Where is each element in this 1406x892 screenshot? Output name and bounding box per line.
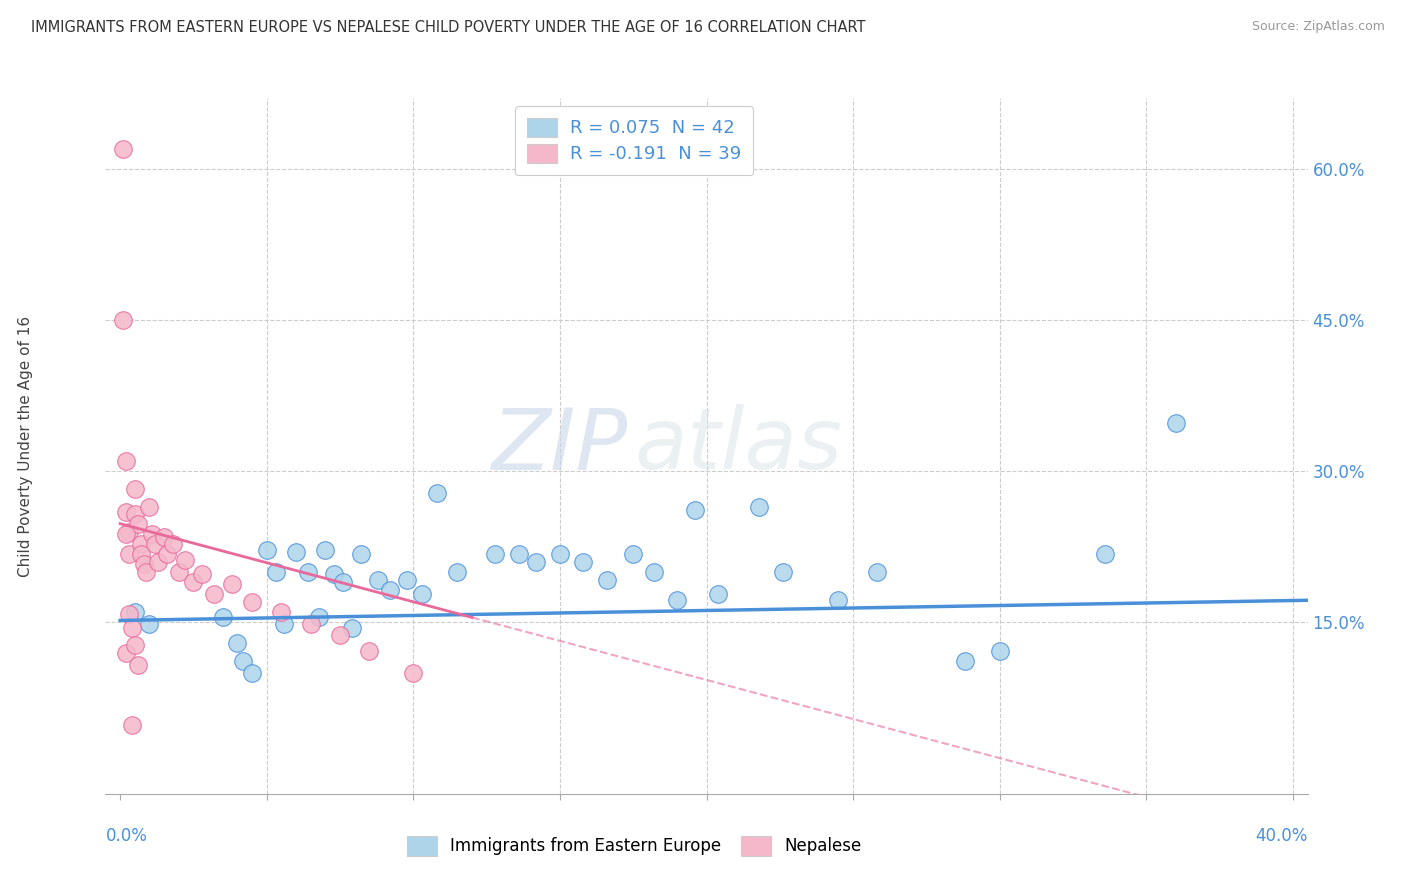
Point <box>484 547 506 561</box>
Point <box>273 617 295 632</box>
Point <box>378 583 401 598</box>
Point <box>827 593 849 607</box>
Point <box>135 565 157 579</box>
Point <box>129 537 152 551</box>
Point <box>173 553 195 567</box>
Point <box>621 547 644 561</box>
Point <box>264 565 287 579</box>
Text: IMMIGRANTS FROM EASTERN EUROPE VS NEPALESE CHILD POVERTY UNDER THE AGE OF 16 COR: IMMIGRANTS FROM EASTERN EUROPE VS NEPALE… <box>31 20 866 35</box>
Point <box>396 573 419 587</box>
Point <box>340 620 363 634</box>
Text: 40.0%: 40.0% <box>1256 827 1308 845</box>
Point <box>270 606 292 620</box>
Point <box>299 617 322 632</box>
Point <box>118 524 141 539</box>
Point <box>112 313 135 327</box>
Text: atlas: atlas <box>634 404 842 488</box>
Point <box>162 537 184 551</box>
Point <box>426 486 449 500</box>
Point <box>508 547 530 561</box>
Text: Child Poverty Under the Age of 16: Child Poverty Under the Age of 16 <box>18 316 32 576</box>
Point <box>115 526 138 541</box>
Point <box>256 542 278 557</box>
Point <box>167 565 190 579</box>
Point <box>153 530 176 544</box>
Point <box>359 643 381 657</box>
Point <box>129 547 152 561</box>
Point <box>143 537 166 551</box>
Point <box>572 555 595 569</box>
Point <box>112 142 135 156</box>
Point <box>132 557 155 571</box>
Point <box>411 587 433 601</box>
Point <box>115 646 138 660</box>
Point <box>683 502 706 516</box>
Point <box>329 627 352 641</box>
Point <box>446 565 468 579</box>
Point <box>988 643 1011 657</box>
Point <box>772 565 794 579</box>
Point <box>240 595 263 609</box>
Point <box>1164 416 1187 430</box>
Point <box>211 610 233 624</box>
Point <box>240 665 263 680</box>
Point <box>148 555 170 569</box>
Point <box>127 516 149 531</box>
Point <box>285 545 308 559</box>
Point <box>314 542 336 557</box>
Point <box>138 617 160 632</box>
Point <box>232 654 254 668</box>
Point <box>156 547 179 561</box>
Point <box>124 507 146 521</box>
Point <box>115 454 138 468</box>
Point <box>226 635 249 649</box>
Point <box>707 587 730 601</box>
Point <box>127 657 149 672</box>
Point <box>596 573 619 587</box>
Point <box>666 593 689 607</box>
Point <box>643 565 665 579</box>
Point <box>297 565 319 579</box>
Point <box>323 567 346 582</box>
Point <box>124 483 146 497</box>
Point <box>221 577 243 591</box>
Point <box>526 555 548 569</box>
Point <box>1094 547 1116 561</box>
Point <box>124 606 146 620</box>
Point <box>332 575 354 590</box>
Point <box>548 547 571 561</box>
Point <box>115 504 138 518</box>
Point <box>118 607 141 622</box>
Point <box>121 718 143 732</box>
Point <box>138 500 160 514</box>
Point <box>953 654 976 668</box>
Point <box>865 565 887 579</box>
Point <box>183 575 205 590</box>
Point <box>748 500 770 514</box>
Text: ZIP: ZIP <box>492 404 628 488</box>
Point <box>191 567 214 582</box>
Point <box>202 587 225 601</box>
Text: 0.0%: 0.0% <box>105 827 148 845</box>
Point <box>118 547 141 561</box>
Point <box>402 665 425 680</box>
Legend: Immigrants from Eastern Europe, Nepalese: Immigrants from Eastern Europe, Nepalese <box>396 826 872 865</box>
Point <box>308 610 330 624</box>
Point <box>367 573 389 587</box>
Point <box>141 526 163 541</box>
Point <box>121 620 143 634</box>
Point <box>349 547 371 561</box>
Point <box>124 638 146 652</box>
Text: Source: ZipAtlas.com: Source: ZipAtlas.com <box>1251 20 1385 33</box>
